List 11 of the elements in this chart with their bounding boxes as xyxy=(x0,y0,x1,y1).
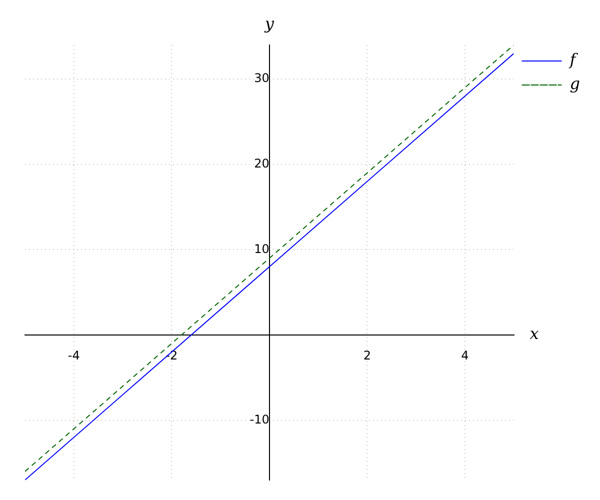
legend-label: f xyxy=(568,50,579,70)
x-tick-label: 2 xyxy=(363,348,371,362)
y-tick-label: 10 xyxy=(254,242,270,256)
x-tick-label: 4 xyxy=(461,348,469,362)
y-tick-label: 20 xyxy=(254,156,270,171)
legend-label: g xyxy=(570,74,580,94)
x-axis-title: x xyxy=(530,324,539,344)
x-tick-label: -4 xyxy=(68,348,80,362)
y-tick-label: -10 xyxy=(250,412,270,426)
y-tick-label: 30 xyxy=(254,71,270,86)
y-axis-title: y xyxy=(264,14,275,34)
